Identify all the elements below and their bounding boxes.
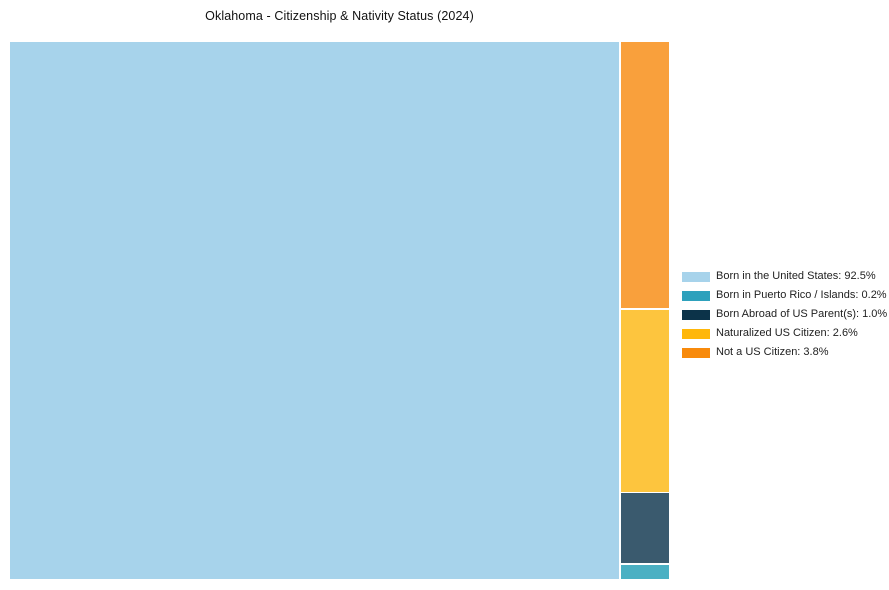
legend-swatch	[682, 347, 710, 358]
legend-item-naturalized-us-citizen[interactable]: Naturalized US Citizen: 2.6%	[682, 324, 887, 343]
cell-born-in-puerto-rico-islands[interactable]	[621, 564, 669, 579]
legend-item-born-abroad-of-us-parents[interactable]: Born Abroad of US Parent(s): 1.0%	[682, 305, 887, 324]
legend-label: Born in the United States: 92.5%	[716, 270, 876, 282]
cell-born-abroad-of-us-parents[interactable]	[621, 493, 669, 564]
legend-label: Naturalized US Citizen: 2.6%	[716, 327, 858, 339]
legend-label: Born Abroad of US Parent(s): 1.0%	[716, 308, 888, 320]
legend-swatch	[682, 290, 710, 301]
cell-naturalized-us-citizen[interactable]	[621, 309, 669, 492]
legend-label: Not a US Citizen: 3.8%	[716, 346, 829, 358]
cell-born-in-the-united-states[interactable]	[10, 42, 619, 579]
legend-swatch	[682, 328, 710, 339]
legend-item-born-in-puerto-rico-islands[interactable]: Born in Puerto Rico / Islands: 0.2%	[682, 286, 887, 305]
cell-not-a-us-citizen[interactable]	[621, 42, 669, 309]
chart-title: Oklahoma - Citizenship & Nativity Status…	[205, 9, 474, 23]
legend-swatch	[682, 309, 710, 320]
legend-item-born-in-the-united-states[interactable]: Born in the United States: 92.5%	[682, 267, 887, 286]
legend-item-not-a-us-citizen[interactable]: Not a US Citizen: 3.8%	[682, 343, 887, 362]
legend-swatch	[682, 271, 710, 282]
legend-label: Born in Puerto Rico / Islands: 0.2%	[716, 289, 887, 301]
legend: Born in the United States: 92.5% Born in…	[682, 267, 887, 362]
mosaic-plot	[10, 42, 669, 579]
